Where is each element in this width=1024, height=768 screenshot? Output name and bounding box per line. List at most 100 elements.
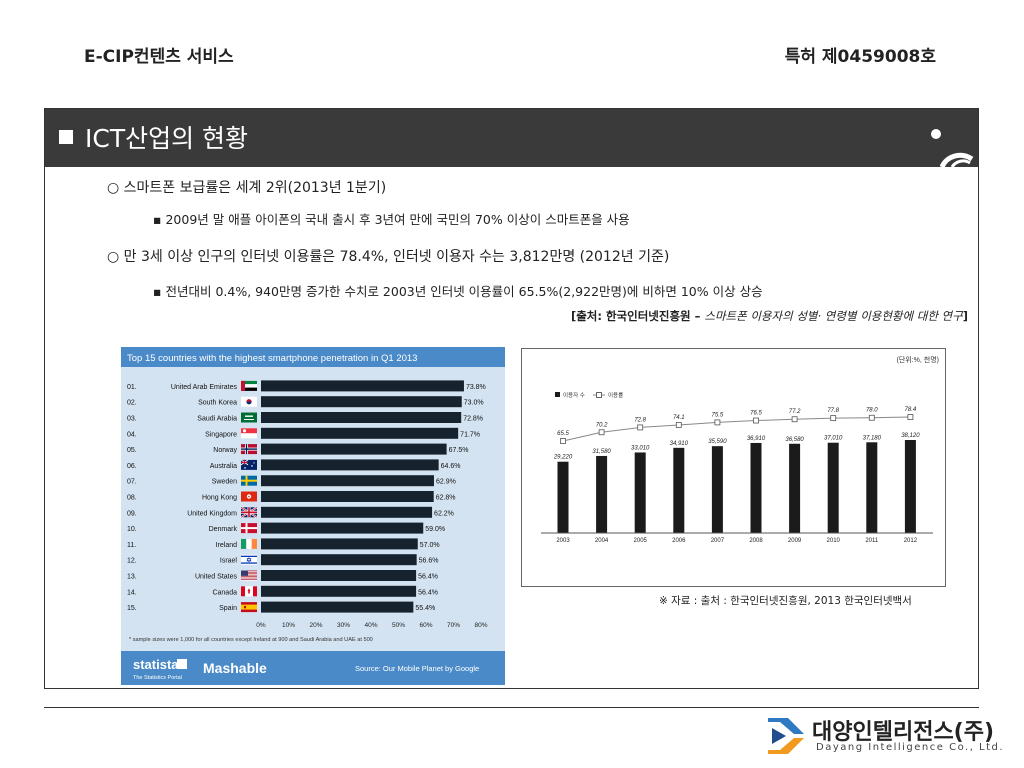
bar-ireland [261, 538, 418, 550]
statista-logo: statista [133, 657, 179, 672]
value-label: 56.6% [419, 558, 439, 565]
rank-label: 05. [127, 447, 137, 454]
legend-users-label: 이용자 수 [563, 391, 585, 399]
rate-marker-2004 [598, 429, 605, 436]
bar-canada [261, 585, 417, 597]
country-label: Norway [213, 447, 237, 454]
source-prefix: [출처: 한국인터넷진흥원 – [570, 309, 705, 323]
data-source-note: ※ 자료 : 출처 : 한국인터넷진흥원, 2013 한국인터넷백서 [659, 595, 912, 607]
country-label: Singapore [205, 431, 237, 438]
source-title: 스마트폰 이용자의 성별· 연령별 이용현황에 대한 연구 [704, 309, 963, 323]
rate-value-label: 70.2 [596, 422, 608, 428]
square-small-bullet-icon: ▪ [153, 212, 162, 227]
square-bullet-icon [59, 130, 73, 144]
value-label: 56.4% [418, 589, 438, 596]
header-patent-number: 특허 제0459008호 [784, 47, 936, 67]
bullet-internet-usage: ○ 만 3세 이상 인구의 인터넷 이용률은 78.4%, 인터넷 이용자 수는… [107, 246, 669, 266]
rank-label: 08. [127, 495, 137, 502]
square-small-bullet-icon: ▪ [153, 284, 162, 299]
year-label: 2005 [634, 538, 648, 544]
circle-bullet-icon: ○ [107, 249, 120, 265]
australia-flag-icon [240, 459, 257, 470]
sub-bullet-iphone: ▪ 2009년 말 애플 아이폰의 국내 출시 후 3년여 만에 국민의 70%… [153, 209, 630, 228]
rate-value-label: 77.2 [789, 409, 801, 415]
rank-label: 10. [127, 526, 137, 533]
company-english-name: Dayang Intelligence Co., Ltd. [816, 742, 1005, 753]
rate-marker-2009 [791, 416, 798, 423]
bullet-text: 2009년 말 애플 아이폰의 국내 출시 후 3년여 만에 국민의 70% 이… [165, 212, 630, 227]
source-citation: [출처: 한국인터넷진흥원 – 스마트폰 이용자의 성별· 연령별 이용현황에 … [571, 308, 968, 324]
country-label: Sweden [212, 479, 237, 486]
bar-united-kingdom [261, 506, 433, 518]
norway-flag-icon [241, 444, 257, 455]
uk-flag-icon [240, 506, 258, 519]
users-bar-2005 [634, 452, 646, 533]
users-bar-2003 [557, 461, 569, 533]
denmark-flag-icon [241, 523, 257, 534]
mashable-logo: Mashable [203, 660, 267, 676]
circle-bullet-icon: ○ [107, 180, 120, 196]
value-label: 55.4% [415, 605, 435, 612]
section-title: ICT산업의 현황 [85, 124, 249, 153]
rank-label: 13. [127, 574, 137, 581]
users-bar-2009 [789, 443, 801, 533]
internet-usage-chart: (단위:%, 천명) 이용자 수 이용률 29,220 31,580 33,010 3… [521, 348, 946, 587]
rank-label: 03. [127, 416, 137, 423]
users-bar-2006 [673, 447, 685, 533]
chart2-unit-label: (단위:%, 천명) [897, 355, 939, 364]
canada-flag-icon [241, 586, 257, 597]
x-tick-label: 0% [256, 622, 266, 629]
rate-marker-2007 [714, 419, 721, 426]
rate-marker-2003 [560, 438, 566, 444]
value-label: 56.4% [418, 574, 438, 581]
rate-value-label: 78.0 [866, 408, 878, 414]
company-name: 대양인텔리전스(주) [812, 720, 995, 745]
users-value-label: 36,580 [785, 437, 804, 443]
chart2-border [521, 348, 946, 587]
south-korea-flag-icon [241, 396, 257, 407]
sub-bullet-growth: ▪ 전년대비 0.4%, 940만명 증가한 수치로 2003년 인터넷 이용률… [153, 281, 763, 300]
users-value-label: 37,010 [824, 436, 843, 442]
bullet-text: 전년대비 0.4%, 940만명 증가한 수치로 2003년 인터넷 이용률이 … [165, 284, 763, 299]
bar-singapore [261, 427, 459, 439]
dayang-logo-icon [768, 718, 804, 754]
chart1-footnote: * sample sizes were 1,000 for all countr… [129, 637, 373, 643]
users-value-label: 29,220 [553, 455, 573, 461]
users-bar-2012 [904, 440, 916, 533]
users-value-label: 38,120 [901, 433, 920, 439]
rate-marker-2005 [637, 424, 644, 431]
bar-denmark [261, 522, 424, 534]
country-label: Canada [212, 589, 237, 596]
bar-israel [261, 554, 417, 566]
bar-south-korea [261, 396, 462, 408]
year-label: 2009 [788, 538, 802, 544]
rank-label: 14. [127, 589, 137, 596]
country-label: United Kingdom [187, 510, 237, 517]
statista-tagline: The Statistics Portal [133, 675, 182, 681]
bar-united-arab-emirates [261, 380, 464, 392]
value-label: 67.5% [449, 447, 469, 454]
rank-label: 09. [127, 510, 137, 517]
legend-users-swatch [555, 392, 560, 397]
users-value-label: 36,910 [747, 436, 766, 442]
source-suffix: ] [962, 309, 968, 323]
bullet-text: 스마트폰 보급률은 세계 2위(2013년 1분기) [123, 180, 387, 196]
value-label: 73.8% [466, 384, 486, 391]
country-label: Ireland [216, 542, 238, 549]
users-bar-2011 [866, 442, 878, 533]
value-label: 62.8% [436, 495, 456, 502]
users-value-label: 33,010 [631, 445, 650, 451]
country-label: Saudi Arabia [197, 416, 237, 423]
rate-value-label: 76.5 [750, 411, 762, 417]
year-label: 2012 [904, 538, 918, 544]
rank-label: 12. [127, 558, 137, 565]
rank-label: 04. [127, 431, 137, 438]
content-frame: ICT산업의 현황 ○ 스마트폰 보급률은 세계 2위(2013년 1분기) ▪… [44, 108, 979, 689]
country-label: South Korea [198, 400, 237, 407]
year-label: 2008 [749, 538, 763, 544]
country-label: Spain [219, 605, 237, 612]
year-label: 2010 [827, 538, 841, 544]
rate-value-label: 72.8 [634, 417, 646, 423]
x-tick-label: 20% [309, 622, 322, 629]
footer-divider [44, 707, 979, 708]
